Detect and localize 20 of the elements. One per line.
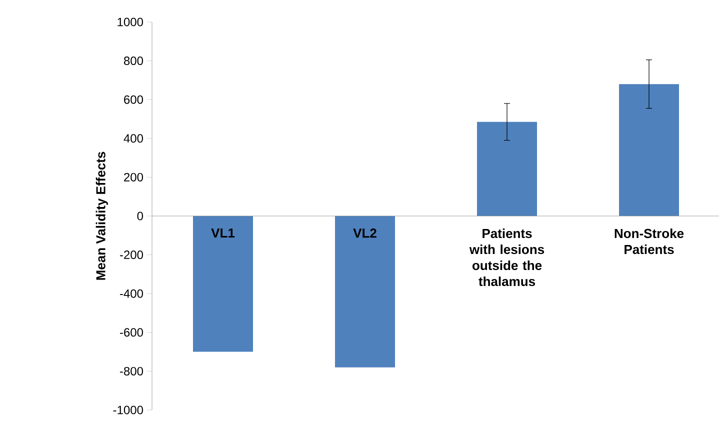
y-tick-label: -800	[120, 366, 144, 376]
bar	[335, 216, 396, 368]
y-tick-label: 200	[124, 172, 144, 182]
y-tick-label: -600	[120, 328, 144, 337]
x-tick-label: VL2	[353, 228, 376, 238]
x-tick-label: Non-Stroke Patients	[614, 228, 684, 254]
x-tick-label: Patients with lesions outside the thalamus	[469, 228, 544, 286]
bar	[193, 216, 254, 352]
y-tick-label: -400	[120, 289, 144, 298]
y-tick-label: 1000	[118, 18, 144, 26]
bar	[619, 84, 680, 216]
y-tick-label: -1000	[113, 406, 144, 414]
x-tick-label: VL1	[211, 228, 235, 238]
y-axis-title: Mean Validity Effects	[96, 152, 108, 280]
y-tick-label: 600	[124, 95, 144, 104]
y-tick-label: 0	[137, 212, 144, 220]
y-tick-label: -200	[120, 250, 144, 260]
y-tick-label: 400	[124, 134, 144, 143]
bar	[477, 122, 538, 216]
y-tick-label: 800	[124, 56, 144, 66]
